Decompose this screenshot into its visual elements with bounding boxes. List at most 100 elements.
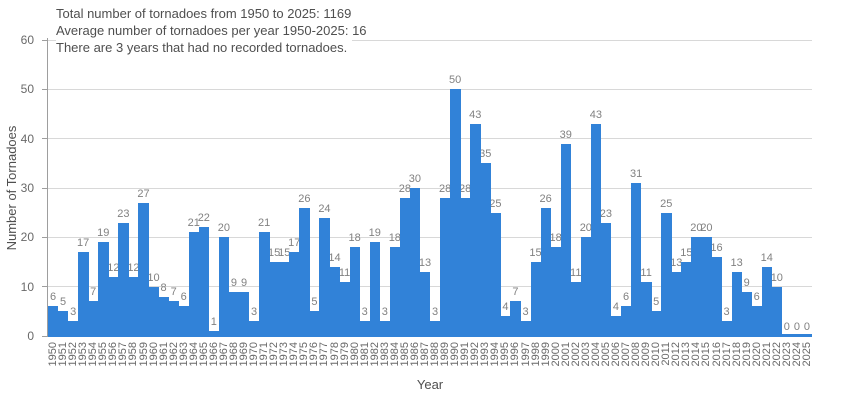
bar-1962[interactable] <box>168 301 180 336</box>
bar-1975[interactable] <box>299 207 310 336</box>
bar-2010[interactable] <box>651 311 662 336</box>
bar-1983[interactable] <box>379 321 391 336</box>
bar-1995[interactable] <box>500 316 511 336</box>
bar-1987[interactable] <box>419 271 431 336</box>
bar-1991[interactable] <box>460 197 471 336</box>
bar-2000[interactable] <box>550 247 562 336</box>
bar-2018[interactable] <box>731 271 743 336</box>
bar-2005[interactable] <box>600 222 612 336</box>
bar-1981[interactable] <box>359 321 371 336</box>
bar-2015[interactable] <box>701 237 712 336</box>
bar-1996[interactable] <box>510 301 521 336</box>
bar-1972[interactable] <box>269 262 280 336</box>
bar-2009[interactable] <box>641 281 652 336</box>
bar-2019[interactable] <box>741 291 753 336</box>
bar-value-label: 12 <box>107 261 120 274</box>
y-tick-mark <box>42 187 48 189</box>
bar-1953[interactable] <box>78 252 89 336</box>
bar-2013[interactable] <box>681 262 692 336</box>
bar-1957[interactable] <box>118 222 129 336</box>
y-tick-mark <box>42 286 48 288</box>
bar-2022[interactable] <box>771 286 783 336</box>
bar-1961[interactable] <box>158 296 170 336</box>
bar-value-label: 11 <box>338 266 351 279</box>
bar-value-label: 30 <box>408 173 422 185</box>
gridline-y-40 <box>48 138 812 140</box>
bar-1951[interactable] <box>58 311 69 336</box>
bar-1965[interactable] <box>198 227 210 336</box>
bar-1964[interactable] <box>188 232 200 336</box>
bar-1955[interactable] <box>98 242 109 336</box>
bar-2021[interactable] <box>761 266 773 336</box>
bar-2011[interactable] <box>661 212 672 336</box>
bar-1988[interactable] <box>430 321 441 336</box>
bar-1990[interactable] <box>450 89 461 336</box>
bar-2012[interactable] <box>671 271 682 336</box>
bar-1959[interactable] <box>138 202 149 336</box>
bar-1950[interactable] <box>48 306 59 336</box>
bar-value-label: 7 <box>90 286 97 299</box>
bar-2001[interactable] <box>560 143 572 336</box>
bar-1999[interactable] <box>540 207 552 336</box>
bar-1994[interactable] <box>490 212 501 336</box>
bar-1985[interactable] <box>399 197 411 336</box>
bar-1973[interactable] <box>279 262 290 336</box>
bar-1966[interactable] <box>208 331 220 336</box>
chart-annotations: Total number of tornadoes from 1950 to 2… <box>56 5 372 56</box>
bar-value-label: 9 <box>230 276 238 289</box>
bar-value-label: 23 <box>599 207 613 220</box>
y-tick-mark <box>42 39 48 41</box>
bar-1968[interactable] <box>228 291 240 336</box>
bar-2006[interactable] <box>610 316 622 336</box>
bar-2007[interactable] <box>621 306 632 336</box>
gridline-y-50 <box>48 88 812 90</box>
bar-1958[interactable] <box>128 276 139 336</box>
bar-1978[interactable] <box>329 266 340 336</box>
y-tick-mark <box>42 335 48 337</box>
bar-1952[interactable] <box>68 321 79 336</box>
bar-1967[interactable] <box>218 237 230 336</box>
y-tick-label: 10 <box>20 279 34 294</box>
bar-1970[interactable] <box>249 321 260 336</box>
bar-value-label: 28 <box>459 182 472 195</box>
bar-2014[interactable] <box>691 237 702 336</box>
bar-1992[interactable] <box>470 123 481 336</box>
bar-2003[interactable] <box>580 237 592 336</box>
bar-1993[interactable] <box>480 163 491 336</box>
bar-1976[interactable] <box>309 311 320 336</box>
bar-2017[interactable] <box>721 321 732 336</box>
bar-1997[interactable] <box>520 321 531 336</box>
bar-1980[interactable] <box>349 247 361 336</box>
bar-value-label: 22 <box>197 212 210 225</box>
bar-value-label: 6 <box>622 291 630 304</box>
bar-value-label: 15 <box>680 247 693 259</box>
bar-1989[interactable] <box>440 197 451 336</box>
bar-1963[interactable] <box>178 306 190 336</box>
y-tick-mark <box>42 236 48 238</box>
bar-1969[interactable] <box>239 291 250 336</box>
bar-2008[interactable] <box>631 183 642 336</box>
bar-1954[interactable] <box>88 301 99 336</box>
bar-1974[interactable] <box>289 252 300 336</box>
bar-1960[interactable] <box>148 286 159 336</box>
bar-1977[interactable] <box>319 217 330 336</box>
bar-1982[interactable] <box>369 242 381 336</box>
bar-2020[interactable] <box>751 306 763 336</box>
annotation-average: Average number of tornadoes per year 195… <box>56 22 372 39</box>
bar-value-label: 18 <box>348 232 361 245</box>
bar-1984[interactable] <box>389 247 401 336</box>
bar-value-label: 35 <box>479 148 492 161</box>
bar-2004[interactable] <box>590 123 602 336</box>
bar-1979[interactable] <box>339 281 350 336</box>
bar-2002[interactable] <box>570 281 582 336</box>
bar-1986[interactable] <box>409 188 421 336</box>
bar-value-label: 5 <box>311 296 318 309</box>
bar-1998[interactable] <box>530 262 541 336</box>
bar-value-label: 3 <box>522 306 529 319</box>
bar-2016[interactable] <box>711 257 722 336</box>
bar-value-label: 11 <box>570 266 582 279</box>
x-axis: 1950 1951 1952 1953 1954 1955 1956 1957 1958 1959… <box>47 340 813 378</box>
bar-value-label: 1 <box>210 316 217 329</box>
bar-1971[interactable] <box>259 232 270 336</box>
bar-1956[interactable] <box>108 276 119 336</box>
